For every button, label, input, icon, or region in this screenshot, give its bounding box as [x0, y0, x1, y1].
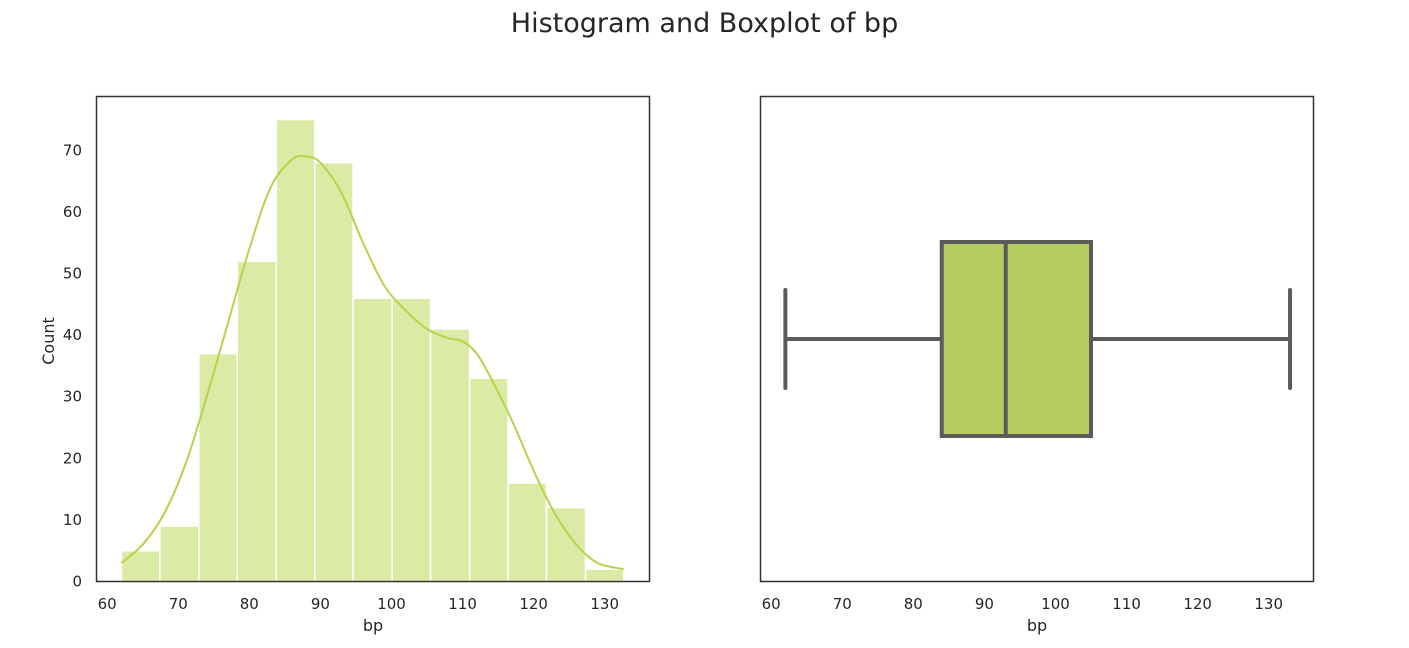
histogram-x-tick-60: 60 — [98, 595, 117, 613]
boxplot-x-tick-120: 120 — [1183, 595, 1212, 613]
histogram-x-tick-90: 90 — [311, 595, 330, 613]
boxplot-x-axis-label: bp — [1027, 616, 1047, 635]
histogram-bar-1 — [159, 525, 200, 583]
histogram-bars — [120, 118, 625, 583]
histogram-bar-3 — [236, 260, 278, 583]
histogram-x-tick-70: 70 — [169, 595, 188, 613]
histogram-x-tick-110: 110 — [448, 595, 477, 613]
figure-title: Histogram and Boxplot of bp — [510, 8, 899, 39]
histogram-x-tick-80: 80 — [240, 595, 259, 613]
histogram-y-tick-30: 30 — [63, 388, 82, 406]
histogram-bar-8 — [429, 328, 471, 583]
histogram-bar-10 — [507, 482, 548, 583]
histogram-bar-6 — [352, 297, 393, 583]
histogram-y-tick-60: 60 — [63, 203, 82, 221]
histogram-x-axis-label: bp — [363, 616, 383, 635]
histogram-axes-frame — [95, 95, 651, 583]
boxplot-x-tick-130: 130 — [1254, 595, 1283, 613]
boxplot-x-tick-100: 100 — [1041, 595, 1070, 613]
histogram-y-tick-0: 0 — [72, 573, 82, 591]
histogram-bar-2 — [198, 352, 238, 583]
histogram-bar-0 — [120, 549, 161, 583]
boxplot-elements — [783, 240, 1293, 438]
histogram-bar-12 — [584, 568, 625, 583]
histogram-bar-7 — [391, 297, 432, 583]
boxplot-x-tick-80: 80 — [904, 595, 923, 613]
histogram-y-tick-70: 70 — [63, 141, 82, 159]
histogram-bar-5 — [313, 161, 354, 583]
boxplot-plot: 60 70 80 90 100 110 120 130 bp — [759, 95, 1315, 635]
boxplot-x-tick-60: 60 — [762, 595, 781, 613]
boxplot-x-tick-110: 110 — [1112, 595, 1141, 613]
histogram-x-tick-130: 130 — [590, 595, 619, 613]
histogram-bar-4 — [275, 118, 316, 583]
histogram-x-tick-100: 100 — [377, 595, 406, 613]
histogram-bar-9 — [468, 377, 509, 583]
histogram-y-tick-50: 50 — [63, 265, 82, 283]
boxplot-x-tick-90: 90 — [975, 595, 994, 613]
histogram-y-tick-40: 40 — [63, 326, 82, 344]
kde-curve — [120, 154, 625, 571]
boxplot-box — [939, 240, 1094, 438]
histogram-x-ticks: 60 70 80 90 100 110 120 130 — [98, 595, 619, 613]
boxplot-x-tick-70: 70 — [833, 595, 852, 613]
histogram-y-tick-10: 10 — [63, 511, 82, 529]
histogram-x-tick-120: 120 — [519, 595, 548, 613]
histogram-y-tick-20: 20 — [63, 449, 82, 467]
histogram-y-ticks: 0 10 20 30 40 50 60 70 — [63, 141, 82, 590]
histogram-bar-11 — [545, 506, 587, 583]
histogram-y-axis-label: Count — [39, 317, 58, 365]
boxplot-axes-frame — [759, 95, 1315, 583]
boxplot-x-ticks: 60 70 80 90 100 110 120 130 — [762, 595, 1283, 613]
